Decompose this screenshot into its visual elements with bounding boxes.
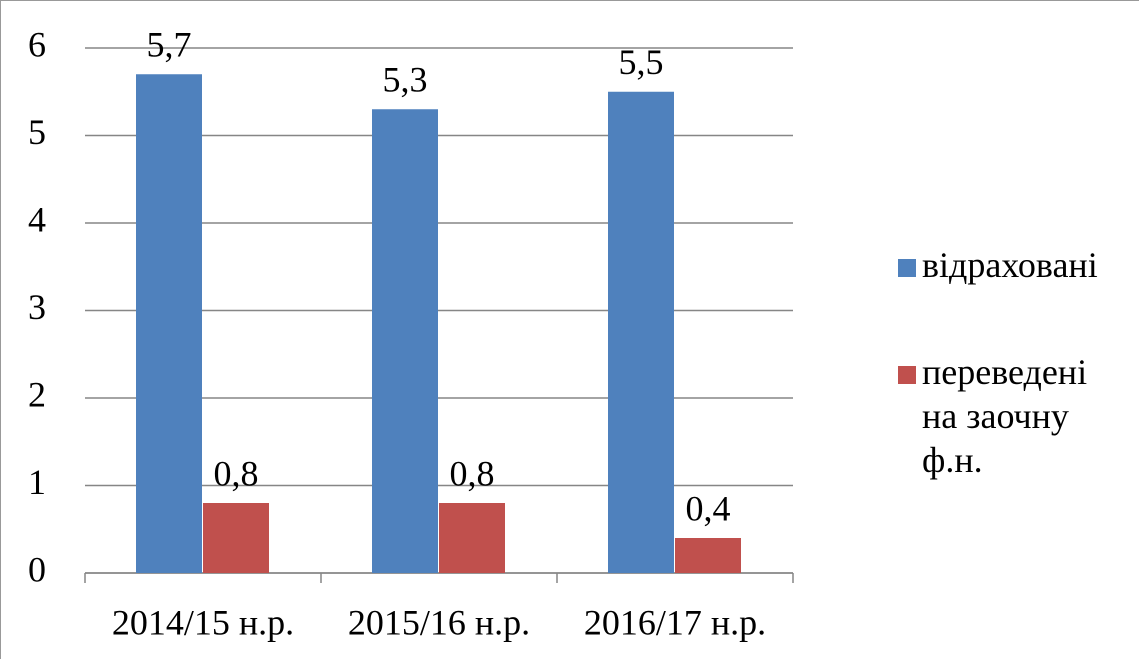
x-tick-label: 2015/16 н.р. bbox=[348, 602, 530, 642]
y-tick-label: 1 bbox=[28, 462, 46, 502]
value-label: 5,3 bbox=[383, 60, 428, 100]
bar bbox=[372, 109, 438, 573]
y-tick-label: 2 bbox=[28, 374, 46, 414]
x-tick-label: 2014/15 н.р. bbox=[112, 602, 294, 642]
bar bbox=[439, 503, 505, 573]
y-tick-label: 6 bbox=[28, 24, 46, 64]
value-label: 0,4 bbox=[686, 488, 731, 528]
value-label: 5,7 bbox=[147, 25, 192, 65]
value-label: 0,8 bbox=[214, 453, 259, 493]
y-tick-label: 4 bbox=[28, 199, 46, 239]
legend-swatch bbox=[898, 259, 916, 277]
y-tick-label: 5 bbox=[28, 112, 46, 152]
value-label: 5,5 bbox=[619, 42, 664, 82]
bar bbox=[608, 91, 674, 573]
legend-swatch bbox=[898, 366, 916, 384]
y-tick-label: 0 bbox=[28, 549, 46, 589]
x-tick-label: 2016/17 н.р. bbox=[584, 602, 766, 642]
y-tick-label: 3 bbox=[28, 287, 46, 327]
bar bbox=[675, 538, 741, 573]
bar bbox=[203, 503, 269, 573]
value-label: 0,8 bbox=[450, 453, 495, 493]
bar bbox=[136, 74, 202, 573]
legend-label: переведені на заочну ф.н. bbox=[922, 352, 1088, 480]
legend-label: відраховані bbox=[922, 245, 1098, 285]
